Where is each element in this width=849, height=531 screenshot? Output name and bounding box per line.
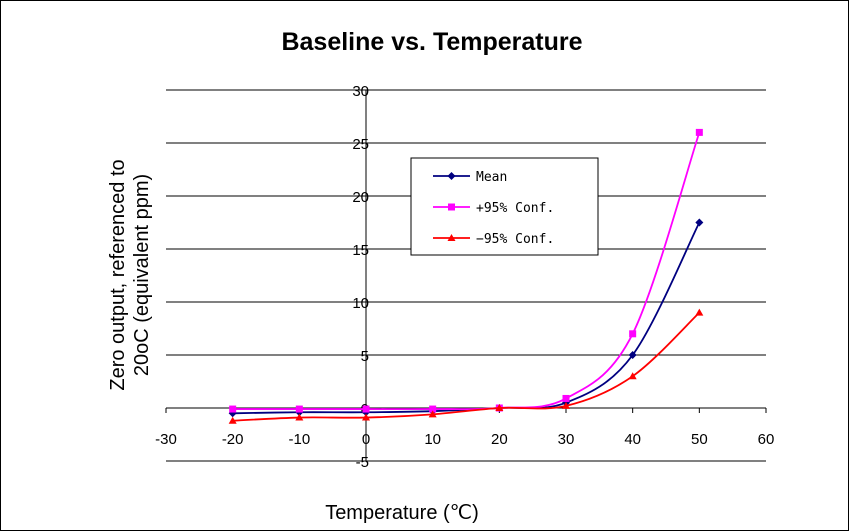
data-point — [495, 404, 504, 411]
y-axis-label-line-2: 20oC (equivalent ppm) — [131, 174, 153, 376]
x-tick-label: 50 — [691, 431, 708, 448]
y-axis-label: Zero output, referenced to 20oC (equival… — [107, 159, 153, 390]
axes — [165, 89, 767, 462]
series-group — [228, 128, 704, 424]
data-point — [362, 405, 370, 413]
y-tick-label: 20 — [352, 189, 369, 206]
data-point — [448, 203, 455, 211]
x-axis-label: Temperature (℃) — [325, 502, 479, 524]
y-tick-labels: -5 0 5 10 15 20 25 30 — [352, 83, 369, 471]
legend-label: Mean — [476, 170, 507, 185]
x-tick-label: 40 — [624, 431, 641, 448]
y-tick-label: -5 — [356, 454, 369, 471]
x-tick-label: -30 — [155, 431, 177, 448]
x-tick-label: 10 — [424, 431, 441, 448]
x-tick-label: 30 — [558, 431, 575, 448]
data-point — [428, 410, 437, 418]
series-line — [232, 311, 700, 422]
y-tick-label: 25 — [352, 136, 369, 153]
legend: Mean +95% Conf. −95% Conf. — [410, 157, 599, 256]
data-point — [362, 413, 370, 421]
data-point — [628, 372, 637, 380]
data-point — [562, 401, 570, 409]
legend-label: +95% Conf. — [476, 201, 554, 216]
x-tick-label: -20 — [222, 431, 244, 448]
data-point — [695, 308, 704, 316]
y-axis-label-line-1: Zero output, referenced to — [107, 159, 129, 390]
x-tick-labels: -30 -20 -10 0 10 20 30 40 50 60 — [155, 431, 774, 448]
data-point — [562, 394, 570, 402]
y-tick-label: 15 — [352, 242, 369, 259]
legend-label: −95% Conf. — [476, 232, 554, 247]
chart-title: Baseline vs. Temperature — [281, 28, 582, 56]
data-point — [447, 234, 456, 241]
x-tick-label: -10 — [288, 431, 310, 448]
y-tick-label: 10 — [352, 295, 369, 312]
grid-lines — [166, 89, 766, 462]
legend-entry: +95% Conf. — [433, 201, 554, 216]
legend-entry: Mean — [433, 170, 507, 185]
data-point — [295, 405, 303, 413]
series — [228, 308, 704, 424]
data-point — [447, 172, 456, 180]
y-tick-label: 5 — [361, 348, 369, 365]
y-tick-label: 30 — [352, 83, 369, 100]
legend-entry: −95% Conf. — [433, 232, 554, 247]
data-point — [628, 351, 637, 359]
data-point — [295, 413, 304, 421]
data-point — [228, 416, 237, 424]
x-tick-label: 20 — [491, 431, 508, 448]
data-point — [629, 330, 637, 338]
x-tick-label: 0 — [362, 431, 370, 448]
data-point — [695, 218, 704, 227]
data-point — [429, 405, 437, 413]
data-point — [695, 128, 703, 136]
x-tick-label: 60 — [758, 431, 775, 448]
data-point — [229, 405, 237, 413]
